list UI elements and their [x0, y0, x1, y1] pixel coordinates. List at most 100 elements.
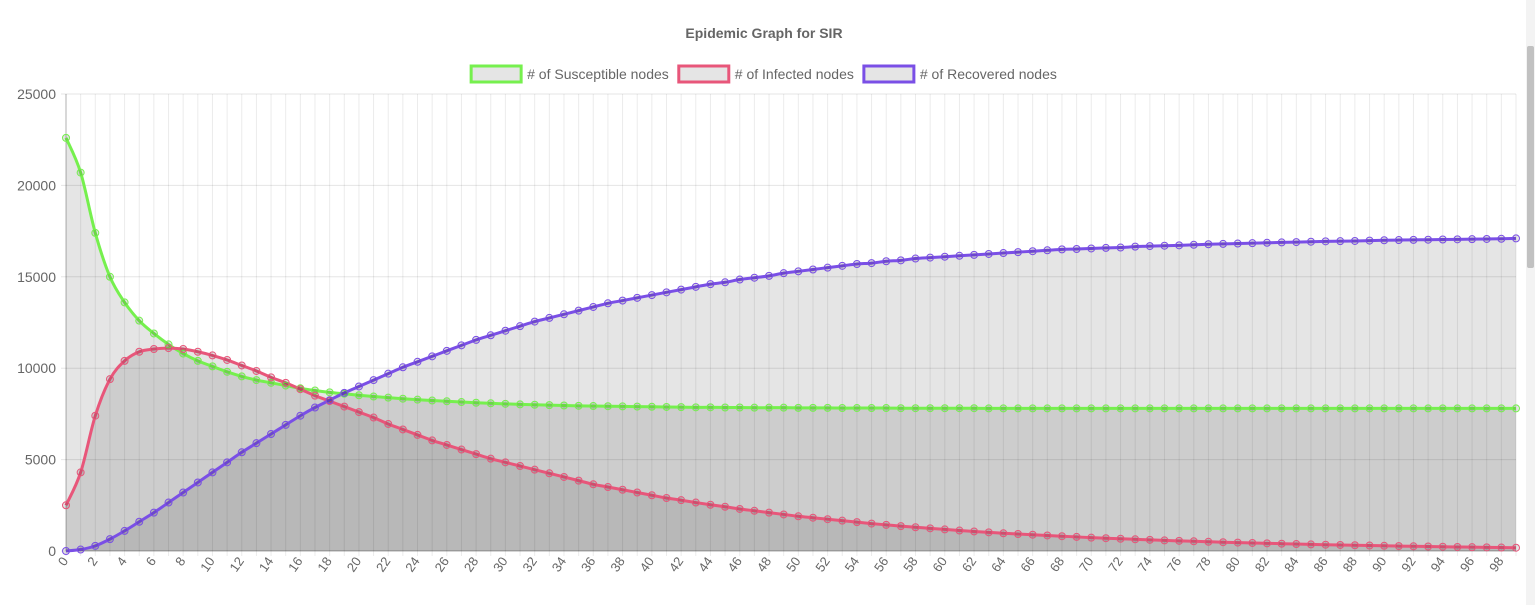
data-point[interactable] — [911, 404, 920, 413]
data-point[interactable] — [1131, 404, 1140, 413]
data-point[interactable] — [310, 403, 319, 412]
series-line-1[interactable] — [64, 346, 1517, 550]
data-point[interactable] — [1263, 404, 1272, 413]
data-point[interactable] — [237, 448, 246, 457]
data-point[interactable] — [1116, 534, 1125, 543]
data-point[interactable] — [193, 347, 202, 356]
data-point[interactable] — [1512, 404, 1520, 413]
data-point[interactable] — [1233, 538, 1242, 547]
data-point[interactable] — [1468, 543, 1477, 552]
data-point[interactable] — [501, 326, 510, 335]
data-point[interactable] — [267, 378, 276, 387]
data-point[interactable] — [208, 351, 217, 360]
data-point[interactable] — [62, 547, 70, 555]
data-point[interactable] — [457, 445, 466, 454]
data-point[interactable] — [149, 329, 158, 338]
data-point[interactable] — [252, 439, 261, 448]
data-point[interactable] — [62, 501, 70, 510]
data-point[interactable] — [369, 413, 378, 422]
data-point[interactable] — [618, 296, 627, 305]
data-point[interactable] — [735, 403, 744, 412]
data-point[interactable] — [267, 373, 276, 382]
data-point[interactable] — [296, 411, 305, 420]
data-point[interactable] — [1189, 240, 1198, 249]
data-point[interactable] — [501, 399, 510, 408]
data-point[interactable] — [1043, 246, 1052, 255]
data-point[interactable] — [721, 278, 730, 287]
data-point[interactable] — [970, 250, 979, 259]
data-point[interactable] — [838, 516, 847, 525]
data-point[interactable] — [1248, 404, 1257, 413]
data-point[interactable] — [1028, 247, 1037, 256]
data-point[interactable] — [1306, 540, 1315, 549]
data-point[interactable] — [1175, 404, 1184, 413]
data-point[interactable] — [193, 356, 202, 365]
data-point[interactable] — [779, 403, 788, 412]
data-point[interactable] — [1350, 541, 1359, 550]
data-point[interactable] — [76, 545, 85, 554]
data-point[interactable] — [486, 331, 495, 340]
data-point[interactable] — [823, 515, 832, 524]
data-point[interactable] — [867, 259, 876, 268]
data-point[interactable] — [647, 491, 656, 500]
data-point[interactable] — [1482, 234, 1491, 243]
data-point[interactable] — [354, 382, 363, 391]
data-point[interactable] — [223, 367, 232, 376]
data-point[interactable] — [559, 310, 568, 319]
data-point[interactable] — [999, 404, 1008, 413]
data-point[interactable] — [852, 404, 861, 413]
data-point[interactable] — [325, 388, 334, 397]
data-point[interactable] — [1497, 404, 1506, 413]
data-point[interactable] — [442, 397, 451, 406]
data-point[interactable] — [1219, 538, 1228, 547]
data-point[interactable] — [1072, 532, 1081, 541]
data-point[interactable] — [1438, 542, 1447, 551]
data-point[interactable] — [603, 402, 612, 411]
data-point[interactable] — [252, 366, 261, 375]
data-point[interactable] — [472, 335, 481, 344]
data-point[interactable] — [970, 404, 979, 413]
data-point[interactable] — [281, 378, 290, 387]
series-line-0[interactable] — [64, 137, 1516, 410]
data-point[interactable] — [647, 291, 656, 300]
data-point[interactable] — [486, 399, 495, 408]
data-point[interactable] — [589, 480, 598, 489]
data-point[interactable] — [662, 288, 671, 297]
data-point[interactable] — [1248, 538, 1257, 547]
data-point[interactable] — [1424, 542, 1433, 551]
data-point[interactable] — [149, 508, 158, 517]
data-point[interactable] — [1277, 238, 1286, 247]
data-point[interactable] — [999, 249, 1008, 258]
data-point[interactable] — [808, 513, 817, 522]
data-point[interactable] — [384, 419, 393, 428]
data-point[interactable] — [1072, 404, 1081, 413]
data-point[interactable] — [281, 381, 290, 390]
data-point[interactable] — [1204, 404, 1213, 413]
data-point[interactable] — [1087, 244, 1096, 253]
data-point[interactable] — [1145, 242, 1154, 251]
data-point[interactable] — [1453, 235, 1462, 244]
data-point[interactable] — [1409, 235, 1418, 244]
data-point[interactable] — [1512, 234, 1520, 243]
data-point[interactable] — [955, 251, 964, 260]
legend-item-2[interactable]: # of Recovered nodes — [862, 64, 1057, 84]
data-point[interactable] — [267, 430, 276, 439]
data-point[interactable] — [428, 352, 437, 361]
data-point[interactable] — [384, 369, 393, 378]
data-point[interactable] — [1497, 543, 1506, 552]
data-point[interactable] — [1453, 542, 1462, 551]
data-point[interactable] — [340, 388, 349, 397]
data-point[interactable] — [1175, 536, 1184, 545]
legend-item-1[interactable]: # of Infected nodes — [677, 64, 854, 84]
data-point[interactable] — [574, 476, 583, 485]
data-point[interactable] — [120, 356, 129, 365]
data-point[interactable] — [442, 440, 451, 449]
data-point[interactable] — [530, 317, 539, 326]
data-point[interactable] — [574, 306, 583, 315]
data-point[interactable] — [603, 299, 612, 308]
data-point[interactable] — [662, 493, 671, 502]
data-point[interactable] — [984, 404, 993, 413]
data-point[interactable] — [545, 469, 554, 478]
data-point[interactable] — [413, 430, 422, 439]
data-point[interactable] — [1189, 404, 1198, 413]
